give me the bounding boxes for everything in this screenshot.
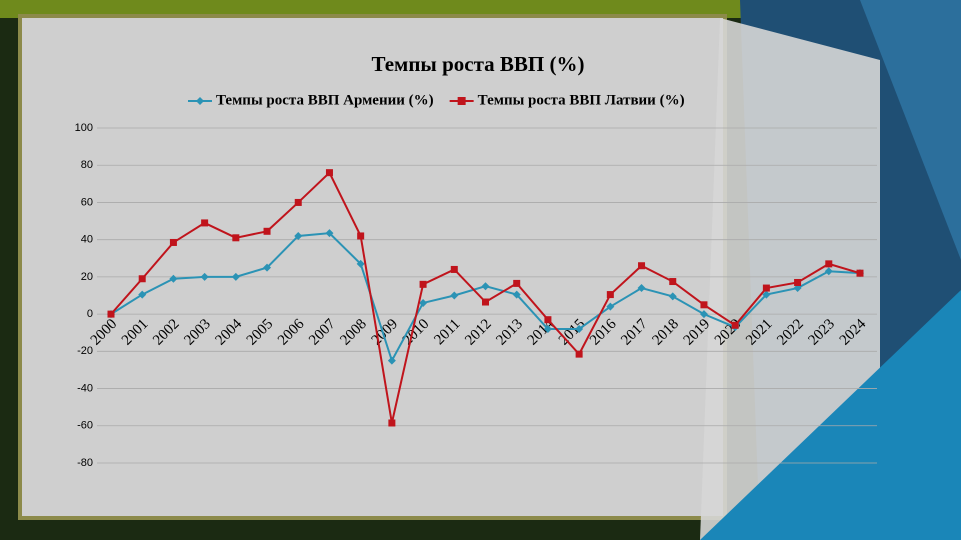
data-point xyxy=(232,234,240,242)
data-point xyxy=(169,274,178,283)
data-point xyxy=(606,291,614,299)
y-tick-label: -20 xyxy=(77,345,93,357)
data-point xyxy=(200,272,209,281)
data-point xyxy=(325,169,333,177)
data-point xyxy=(169,238,177,246)
y-tick-label: -80 xyxy=(77,457,93,469)
data-point xyxy=(294,198,302,206)
data-point xyxy=(575,350,583,358)
decor xyxy=(860,0,961,260)
y-tick-label: 80 xyxy=(81,159,93,171)
legend-label: Темпы роста ВВП Латвии (%) xyxy=(478,92,685,108)
data-point xyxy=(231,272,240,281)
data-point xyxy=(544,316,552,324)
y-tick-label: 0 xyxy=(87,308,93,320)
data-point xyxy=(357,232,365,240)
data-point xyxy=(450,265,458,273)
data-point xyxy=(388,419,396,427)
data-point xyxy=(825,260,833,268)
data-point xyxy=(669,278,677,286)
data-point xyxy=(263,263,272,272)
data-point xyxy=(856,269,864,277)
decor xyxy=(700,290,961,540)
y-tick-label: 40 xyxy=(81,234,93,246)
y-tick-label: -60 xyxy=(77,420,93,432)
data-point xyxy=(543,325,552,333)
data-point xyxy=(637,284,646,293)
data-point xyxy=(638,262,646,270)
data-point xyxy=(481,282,490,291)
y-tick-label: -40 xyxy=(77,382,93,394)
decor xyxy=(700,18,880,540)
y-tick-label: 60 xyxy=(81,196,93,208)
y-tick-label: 20 xyxy=(81,271,93,283)
data-point xyxy=(263,227,271,235)
data-point xyxy=(824,267,833,276)
data-point xyxy=(419,280,427,288)
data-point xyxy=(138,275,146,283)
data-point xyxy=(731,321,739,329)
data-point xyxy=(387,356,396,365)
data-point xyxy=(700,301,708,309)
chart-title: Темпы роста ВВП (%) xyxy=(372,52,585,76)
data-point xyxy=(793,284,802,293)
data-point xyxy=(356,259,365,268)
data-point xyxy=(450,291,459,300)
data-point xyxy=(762,290,771,299)
data-point xyxy=(138,290,147,299)
legend-marker xyxy=(457,97,466,105)
top-strip xyxy=(0,0,961,18)
data-point xyxy=(294,231,303,240)
y-tick-label: 100 xyxy=(75,122,93,134)
data-point xyxy=(512,290,521,299)
data-point xyxy=(794,278,802,286)
data-point xyxy=(201,219,209,227)
data-point xyxy=(482,298,489,306)
legend: Темпы роста ВВП Армении (%) Темпы роста В… xyxy=(188,92,685,108)
data-point xyxy=(575,325,584,333)
data-point xyxy=(699,310,708,319)
data-point xyxy=(325,229,334,238)
legend-marker xyxy=(196,97,204,105)
data-point xyxy=(419,298,428,307)
data-point xyxy=(107,310,115,318)
data-point xyxy=(668,292,677,301)
data-point xyxy=(762,284,770,292)
panel xyxy=(18,14,727,520)
data-point xyxy=(606,302,615,311)
data-point xyxy=(513,279,521,287)
legend-label: Темпы роста ВВП Армении (%) xyxy=(216,92,434,108)
